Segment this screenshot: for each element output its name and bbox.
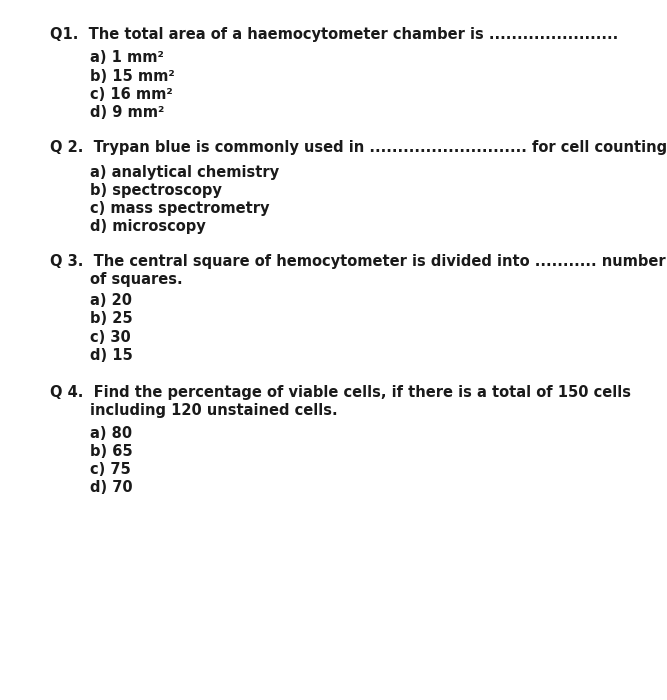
Text: b) 65: b) 65	[90, 444, 133, 458]
Text: d) microscopy: d) microscopy	[90, 219, 206, 234]
Text: a) 80: a) 80	[90, 426, 132, 440]
Text: c) 30: c) 30	[90, 330, 131, 344]
Text: a) 1 mm²: a) 1 mm²	[90, 50, 164, 65]
Text: Q1.  The total area of a haemocytometer chamber is .......................: Q1. The total area of a haemocytometer c…	[50, 27, 618, 41]
Text: Q 4.  Find the percentage of viable cells, if there is a total of 150 cells: Q 4. Find the percentage of viable cells…	[50, 385, 631, 400]
Text: d) 15: d) 15	[90, 348, 133, 363]
Text: b) 15 mm²: b) 15 mm²	[90, 69, 175, 83]
Text: c) 16 mm²: c) 16 mm²	[90, 87, 173, 101]
Text: b) 25: b) 25	[90, 312, 133, 326]
Text: Q 2.  Trypan blue is commonly used in ............................ for cell coun: Q 2. Trypan blue is commonly used in ...…	[50, 140, 667, 155]
Text: Q 3.  The central square of hemocytometer is divided into ........... number: Q 3. The central square of hemocytometer…	[50, 254, 666, 269]
Text: a) analytical chemistry: a) analytical chemistry	[90, 164, 279, 179]
Text: b) spectroscopy: b) spectroscopy	[90, 183, 222, 197]
Text: d) 70: d) 70	[90, 480, 133, 495]
Text: of squares.: of squares.	[90, 272, 183, 287]
Text: a) 20: a) 20	[90, 293, 132, 308]
Text: including 120 unstained cells.: including 120 unstained cells.	[90, 403, 338, 418]
Text: c) mass spectrometry: c) mass spectrometry	[90, 201, 269, 216]
Text: d) 9 mm²: d) 9 mm²	[90, 105, 165, 120]
Text: c) 75: c) 75	[90, 462, 131, 477]
